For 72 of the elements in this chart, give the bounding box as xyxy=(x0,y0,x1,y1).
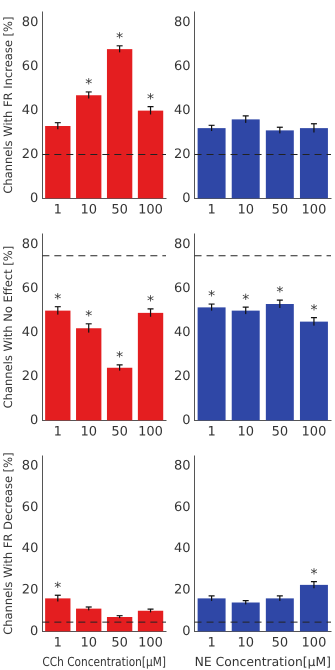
annotation: * xyxy=(147,294,154,310)
y-tick-label: 80 xyxy=(174,15,191,30)
x-tick-label: 1 xyxy=(207,636,216,651)
x-tick-label: 100 xyxy=(138,636,163,651)
annotation: * xyxy=(54,580,62,596)
annotation: * xyxy=(276,284,284,301)
y-tick-label: 60 xyxy=(22,59,38,74)
annotation: * xyxy=(54,291,62,308)
x-tick-label: 100 xyxy=(302,636,326,651)
y-tick-label: 0 xyxy=(30,190,38,206)
x-tick-label: 10 xyxy=(237,636,254,651)
x-tick-label: 10 xyxy=(237,424,254,440)
y-tick-label: 40 xyxy=(174,541,191,556)
y-tick-label: 80 xyxy=(174,237,191,252)
y-tick-label: 80 xyxy=(22,15,38,30)
x-tick-label: 100 xyxy=(302,424,326,440)
y-tick-label: 20 xyxy=(174,582,191,598)
y-tick-label: 20 xyxy=(22,146,38,162)
y-tick-label: 60 xyxy=(22,500,38,515)
annotation: * xyxy=(85,308,92,324)
x-tick-label: 100 xyxy=(302,202,326,218)
x-axis-title: CCh Concentration[μM] xyxy=(42,654,166,669)
y-tick-label: 60 xyxy=(174,281,191,296)
x-tick-label: 1 xyxy=(207,202,216,218)
y-tick-label: 0 xyxy=(182,412,191,428)
annotation: * xyxy=(85,76,92,93)
y-tick-label: 60 xyxy=(174,59,191,74)
x-tick-label: 1 xyxy=(207,424,216,440)
x-tick-label: 50 xyxy=(272,424,288,440)
annotation: * xyxy=(208,288,216,305)
x-tick-label: 10 xyxy=(80,636,97,651)
y-tick-label: 60 xyxy=(174,500,191,515)
y-axis-title: Channels With FR Decrease [%] xyxy=(0,452,15,635)
annotation: * xyxy=(242,292,250,308)
y-tick-label: 20 xyxy=(22,582,38,598)
y-tick-label: 80 xyxy=(22,237,38,252)
x-tick-label: 50 xyxy=(272,636,288,651)
x-tick-label: 50 xyxy=(272,202,288,218)
x-tick-label: 50 xyxy=(111,636,128,651)
y-tick-label: 80 xyxy=(22,458,38,474)
y-tick-label: 80 xyxy=(174,458,191,474)
x-tick-label: 1 xyxy=(54,202,62,218)
x-tick-label: 50 xyxy=(111,202,128,218)
x-tick-label: 10 xyxy=(80,202,97,218)
annotation: * xyxy=(116,30,124,46)
y-tick-label: 0 xyxy=(182,190,191,206)
x-tick-label: 50 xyxy=(111,424,128,440)
x-tick-label: 1 xyxy=(54,636,62,651)
y-tick-label: 20 xyxy=(174,146,191,162)
y-tick-label: 40 xyxy=(174,324,191,340)
y-tick-label: 0 xyxy=(30,412,38,428)
y-tick-label: 20 xyxy=(174,368,191,384)
y-tick-label: 0 xyxy=(182,624,191,639)
y-tick-label: 20 xyxy=(22,368,38,384)
annotation: * xyxy=(310,566,318,582)
y-tick-label: 0 xyxy=(30,624,38,639)
x-axis-title: NE Concentration[μM] xyxy=(194,654,331,669)
annotation: * xyxy=(147,91,154,108)
x-tick-label: 100 xyxy=(138,202,163,218)
annotation: * xyxy=(310,302,318,318)
x-tick-label: 1 xyxy=(54,424,62,440)
y-tick-label: 40 xyxy=(174,102,191,118)
x-tick-label: 100 xyxy=(138,424,163,440)
y-tick-label: 60 xyxy=(22,281,38,296)
y-tick-label: 40 xyxy=(22,324,38,340)
x-tick-label: 10 xyxy=(237,202,254,218)
x-tick-label: 10 xyxy=(80,424,97,440)
y-tick-label: 40 xyxy=(22,541,38,556)
y-axis-title: Channels With No Effect [%] xyxy=(0,246,15,408)
annotation: * xyxy=(116,350,124,366)
y-tick-label: 40 xyxy=(22,102,38,118)
y-axis-title: Channels With FR Increase [%] xyxy=(0,16,15,194)
